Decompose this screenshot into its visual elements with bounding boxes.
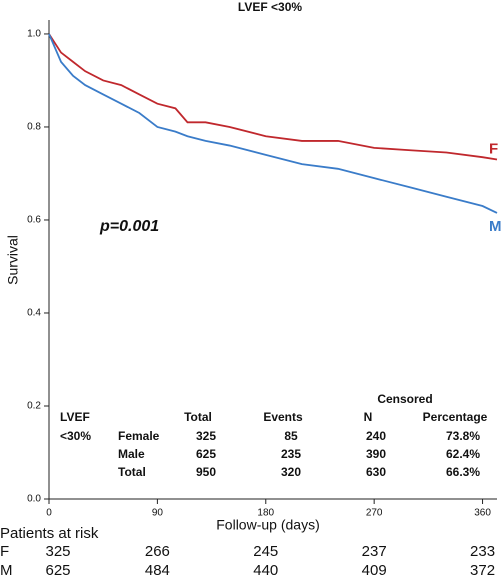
table-header: Events bbox=[263, 410, 303, 424]
table-cell: 390 bbox=[366, 447, 386, 461]
y-tick-label: 0.2 bbox=[27, 401, 41, 412]
y-axis-label: Survival bbox=[5, 235, 21, 285]
table-cell: 630 bbox=[366, 465, 386, 479]
x-tick-label: 0 bbox=[46, 508, 52, 519]
table-cell: 625 bbox=[196, 447, 216, 461]
table-cell: 85 bbox=[284, 429, 298, 443]
table-cell: 325 bbox=[196, 429, 216, 443]
risk-value: 409 bbox=[362, 562, 387, 579]
y-tick-label: 0.6 bbox=[27, 215, 41, 226]
x-axis-label: Follow-up (days) bbox=[216, 517, 319, 533]
table-row-label: Total bbox=[118, 465, 146, 479]
risk-title: Patients at risk bbox=[0, 525, 99, 542]
chart-title: LVEF <30% bbox=[238, 0, 302, 14]
table-header: Censored bbox=[377, 392, 432, 406]
risk-value: 266 bbox=[145, 543, 170, 560]
table-group: <30% bbox=[60, 429, 91, 443]
x-tick-label: 360 bbox=[474, 508, 491, 519]
table-cell: 235 bbox=[281, 447, 301, 461]
risk-value: 625 bbox=[45, 562, 70, 579]
table-cell: 73.8% bbox=[446, 429, 480, 443]
y-tick-label: 0.0 bbox=[27, 494, 41, 505]
risk-row-label: F bbox=[0, 543, 9, 560]
x-tick-label: 180 bbox=[257, 508, 274, 519]
risk-value: 233 bbox=[470, 543, 495, 560]
table-cell: 320 bbox=[281, 465, 301, 479]
risk-value: 325 bbox=[45, 543, 70, 560]
y-tick-label: 0.4 bbox=[27, 308, 41, 319]
risk-value: 372 bbox=[470, 562, 495, 579]
p-value: p=0.001 bbox=[99, 218, 159, 235]
table-header: Total bbox=[184, 410, 212, 424]
table-cell: 950 bbox=[196, 465, 216, 479]
x-tick-label: 90 bbox=[152, 508, 164, 519]
x-tick-label: 270 bbox=[366, 508, 383, 519]
y-tick-label: 0.8 bbox=[27, 122, 41, 133]
series-label: M bbox=[489, 218, 502, 235]
table-group: LVEF bbox=[60, 410, 90, 424]
y-tick-label: 1.0 bbox=[27, 29, 41, 40]
risk-row-label: M bbox=[0, 562, 13, 579]
table-cell: 62.4% bbox=[446, 447, 480, 461]
risk-value: 484 bbox=[145, 562, 170, 579]
table-header: N bbox=[364, 410, 373, 424]
series-label: F bbox=[489, 140, 498, 157]
risk-value: 245 bbox=[253, 543, 278, 560]
table-row-label: Female bbox=[118, 429, 160, 443]
table-header: Percentage bbox=[423, 410, 488, 424]
table-cell: 66.3% bbox=[446, 465, 480, 479]
table-cell: 240 bbox=[366, 429, 386, 443]
risk-value: 440 bbox=[253, 562, 278, 579]
survival-curve bbox=[48, 33, 498, 214]
risk-value: 237 bbox=[362, 543, 387, 560]
table-row-label: Male bbox=[118, 447, 145, 461]
survival-curve bbox=[48, 33, 498, 161]
